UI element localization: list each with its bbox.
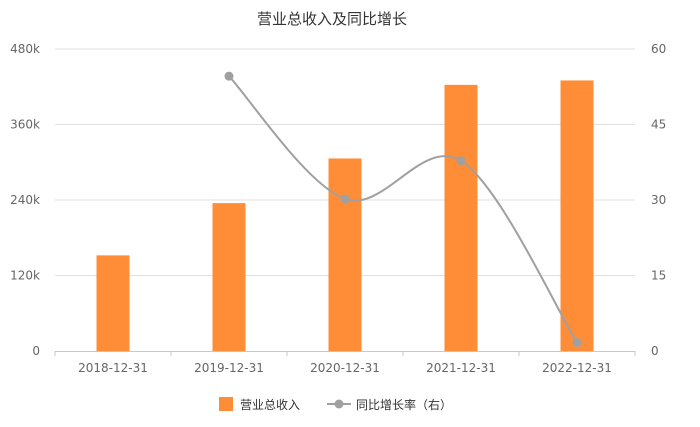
growth-point bbox=[340, 194, 350, 204]
left-y-axis: 0 120k 240k 360k 480k bbox=[10, 42, 40, 358]
legend-label-growth: 同比增长率（右） bbox=[356, 397, 452, 412]
legend-swatch-revenue bbox=[219, 397, 233, 411]
right-tick-label: 45 bbox=[651, 118, 666, 132]
revenue-bar bbox=[560, 80, 594, 351]
x-tick-label: 2022-12-31 bbox=[542, 361, 612, 375]
growth-point bbox=[224, 71, 234, 81]
left-tick-label: 240k bbox=[10, 193, 40, 207]
x-tick-label: 2021-12-31 bbox=[426, 361, 496, 375]
left-tick-label: 0 bbox=[32, 344, 40, 358]
x-tick-label: 2019-12-31 bbox=[194, 361, 264, 375]
left-tick-label: 120k bbox=[10, 269, 40, 283]
left-tick-label: 480k bbox=[10, 42, 40, 56]
chart-title: 营业总收入及同比增长 bbox=[257, 10, 407, 28]
right-tick-label: 15 bbox=[651, 269, 666, 283]
legend: 营业总收入 同比增长率（右） bbox=[219, 397, 452, 412]
revenue-bar bbox=[328, 158, 362, 351]
x-tick-label: 2020-12-31 bbox=[310, 361, 380, 375]
legend-label-revenue: 营业总收入 bbox=[240, 398, 300, 412]
legend-item-revenue[interactable]: 营业总收入 bbox=[219, 397, 300, 412]
legend-swatch-growth-dot bbox=[334, 399, 344, 409]
right-y-axis: 0 15 30 45 60 bbox=[651, 42, 666, 358]
bar-series bbox=[96, 80, 594, 352]
revenue-bar bbox=[212, 203, 246, 351]
growth-point bbox=[572, 337, 582, 347]
right-tick-label: 30 bbox=[651, 193, 666, 207]
right-tick-label: 0 bbox=[651, 344, 659, 358]
growth-point bbox=[456, 156, 466, 166]
revenue-bar bbox=[96, 255, 130, 351]
growth-line bbox=[228, 75, 578, 343]
x-axis: 2018-12-31 2019-12-31 2020-12-31 2021-12-31… bbox=[54, 351, 636, 375]
line-series bbox=[224, 71, 582, 347]
x-tick-label: 2018-12-31 bbox=[78, 361, 148, 375]
legend-item-growth[interactable]: 同比增长率（右） bbox=[327, 397, 452, 412]
left-tick-label: 360k bbox=[10, 118, 40, 132]
revenue-bar bbox=[444, 84, 478, 352]
right-tick-label: 60 bbox=[651, 42, 666, 56]
